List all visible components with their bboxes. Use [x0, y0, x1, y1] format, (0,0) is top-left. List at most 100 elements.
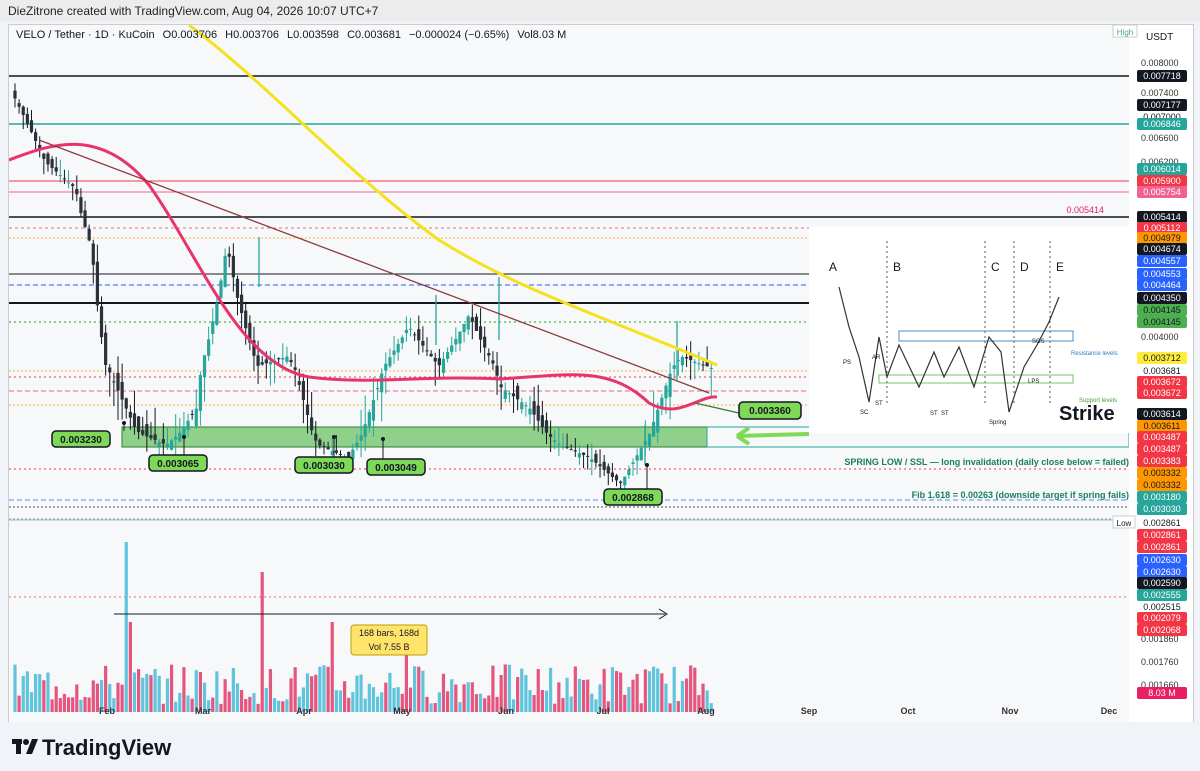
- volume-bar: [631, 679, 635, 712]
- candle-body: [388, 357, 392, 367]
- low-label-3: 0.003030: [303, 461, 345, 472]
- price-tag: 0.006014: [1143, 164, 1181, 174]
- price-tag-bg: [1137, 365, 1187, 377]
- y-tick-label: 0.006600: [1141, 133, 1179, 143]
- volume-bar: [647, 671, 652, 712]
- candle-body: [293, 367, 297, 370]
- phase-label-E: E: [1056, 260, 1064, 274]
- high-value: H0.003706: [225, 29, 279, 41]
- volume-bar: [137, 669, 141, 712]
- chart-frame[interactable]: 0.003230 0.003065 0.003030 0.003049 0.002868…: [8, 23, 1194, 723]
- volume-bar: [145, 673, 149, 712]
- price-tag: 0.002630: [1143, 555, 1181, 565]
- candle-body: [38, 144, 42, 150]
- candle-body: [141, 430, 145, 435]
- volume-bar: [371, 687, 376, 712]
- candle-body: [619, 481, 623, 483]
- volume-bar: [598, 684, 602, 712]
- price-chart[interactable]: 0.003230 0.003065 0.003030 0.003049 0.002868…: [8, 23, 1193, 722]
- volume-bar: [301, 687, 305, 712]
- descending-trendline: [38, 139, 710, 394]
- candle-body: [240, 294, 244, 314]
- volume-bar: [95, 683, 99, 712]
- price-tag: 0.002555: [1143, 590, 1181, 600]
- volume-bar: [581, 679, 586, 712]
- price-tag-bg: [1137, 491, 1187, 503]
- candle-body: [99, 306, 104, 338]
- volume-bar: [235, 683, 240, 712]
- volume-bar: [680, 680, 685, 712]
- candle-body: [709, 368, 713, 369]
- volume-bar: [272, 698, 277, 712]
- low-marker: Low: [1117, 519, 1132, 528]
- price-tag: 0.002861: [1143, 530, 1181, 540]
- symbol-name[interactable]: VELO / Tether · 1D · KuCoin: [16, 29, 155, 41]
- credit-text: DieZitrone created with TradingView.com,…: [8, 4, 379, 18]
- candle-body: [29, 120, 34, 133]
- target-connector: [694, 402, 740, 414]
- candle-body: [392, 350, 396, 355]
- volume-bar: [71, 697, 75, 712]
- volume-bar: [264, 687, 268, 712]
- volume-bar: [281, 701, 285, 712]
- low-label-2: 0.003065: [157, 459, 199, 470]
- volume-bar: [619, 672, 623, 712]
- candle-body: [594, 453, 598, 463]
- price-tag: 0.003614: [1143, 409, 1181, 419]
- candle-body: [153, 434, 157, 440]
- price-tag-bg: [1137, 517, 1187, 529]
- candle-body: [66, 182, 71, 184]
- wyckoff-point: ST: [930, 411, 938, 417]
- demand-zone: [121, 426, 708, 448]
- candle-body: [137, 416, 141, 433]
- price-tag: 0.004553: [1143, 269, 1181, 279]
- candle-body: [351, 449, 355, 460]
- candle-body: [371, 400, 376, 421]
- high-marker-box: [1112, 24, 1138, 38]
- volume-bar: [627, 686, 631, 712]
- volume-value: 8.03 M: [532, 29, 567, 41]
- candle-body: [441, 358, 446, 373]
- candle-body: [581, 452, 586, 455]
- volume-bar: [62, 693, 67, 712]
- candle-body: [260, 362, 264, 365]
- candle-body: [701, 364, 705, 366]
- volume-bar: [623, 694, 627, 712]
- volume-bar: [536, 669, 540, 712]
- price-tag: 0.003487: [1143, 432, 1181, 442]
- low-value: L0.003598: [287, 29, 340, 41]
- wyckoff-path: [838, 286, 1060, 413]
- candle-body: [520, 402, 524, 410]
- volume-bar: [87, 697, 91, 712]
- price-tag: 0.003611: [1144, 421, 1181, 431]
- candle-body: [50, 159, 54, 168]
- volume-bar: [215, 671, 219, 712]
- price-tag-bg: [1137, 387, 1187, 399]
- volume-bar: [458, 702, 462, 712]
- price-tag: 0.007718: [1143, 71, 1181, 81]
- volume-bar: [310, 676, 314, 712]
- volume-bar: [38, 674, 42, 712]
- candle-body: [248, 322, 252, 343]
- price-tag: 0.005900: [1143, 176, 1181, 186]
- volume-bar: [532, 695, 536, 712]
- price-tag: 0.004464: [1143, 280, 1181, 290]
- volume-bar: [660, 673, 664, 712]
- candle-body: [165, 443, 170, 448]
- volume-bar: [351, 692, 355, 712]
- x-tick-Apr: Apr: [296, 706, 312, 716]
- price-tag: 0.002515: [1143, 602, 1181, 612]
- price-tag-bg: [1137, 467, 1187, 479]
- volume-bar: [186, 695, 190, 712]
- range-vol-text: Vol 7.55 B: [368, 642, 409, 652]
- candle-body: [672, 365, 676, 369]
- volume-bar: [664, 683, 668, 712]
- volume-bar: [421, 670, 425, 712]
- volume-bar: [606, 701, 610, 712]
- candle-body: [660, 397, 664, 408]
- volume-bar: [207, 700, 211, 712]
- candle-body: [536, 405, 540, 421]
- volume-bar: [289, 678, 293, 712]
- volume-bar: [417, 666, 421, 712]
- top-bar: DieZitrone created with TradingView.com,…: [0, 0, 1200, 22]
